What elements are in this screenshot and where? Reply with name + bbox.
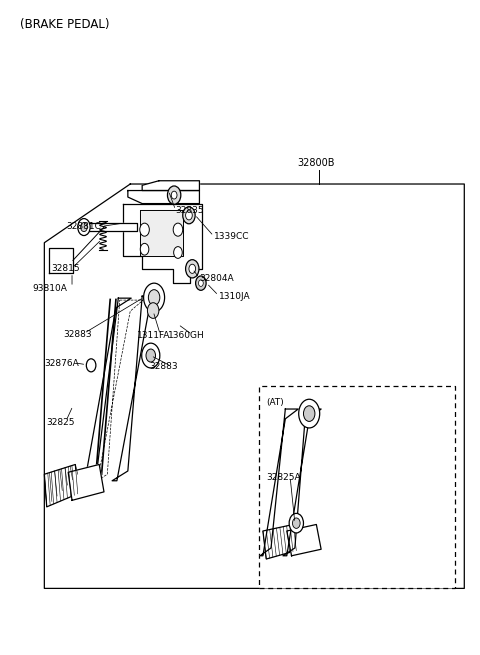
Polygon shape — [49, 248, 73, 272]
Polygon shape — [128, 191, 199, 204]
Circle shape — [78, 219, 90, 236]
Text: 32800B: 32800B — [297, 158, 335, 168]
Polygon shape — [287, 525, 321, 556]
Polygon shape — [142, 181, 199, 191]
Polygon shape — [44, 464, 78, 507]
Circle shape — [86, 359, 96, 372]
Text: 1360GH: 1360GH — [168, 331, 205, 340]
Circle shape — [146, 349, 156, 362]
Circle shape — [171, 191, 177, 199]
Polygon shape — [260, 409, 298, 556]
Text: 32881C: 32881C — [66, 222, 101, 231]
Circle shape — [147, 303, 159, 318]
Circle shape — [140, 244, 149, 255]
Circle shape — [142, 343, 160, 368]
Text: 32804A: 32804A — [199, 274, 234, 283]
Circle shape — [148, 290, 160, 305]
Circle shape — [299, 400, 320, 428]
Text: 32825A: 32825A — [266, 473, 301, 482]
Circle shape — [140, 223, 149, 236]
Circle shape — [183, 207, 195, 224]
Text: (BRAKE PEDAL): (BRAKE PEDAL) — [21, 18, 110, 31]
Text: 32815: 32815 — [51, 265, 80, 273]
Bar — [259, 386, 455, 588]
Polygon shape — [112, 296, 164, 481]
Circle shape — [196, 276, 206, 290]
Text: 1339CC: 1339CC — [214, 232, 249, 240]
Circle shape — [292, 518, 300, 529]
Circle shape — [189, 264, 196, 273]
Polygon shape — [80, 223, 137, 231]
Polygon shape — [140, 210, 183, 255]
Circle shape — [144, 283, 165, 312]
Circle shape — [81, 223, 87, 232]
Polygon shape — [263, 525, 296, 559]
Polygon shape — [123, 204, 202, 283]
Text: 32835: 32835 — [176, 206, 204, 215]
Polygon shape — [82, 298, 131, 481]
Circle shape — [199, 280, 203, 286]
Text: 32876A: 32876A — [44, 359, 79, 368]
Polygon shape — [68, 464, 104, 500]
Polygon shape — [283, 409, 321, 556]
Text: 32825: 32825 — [47, 418, 75, 426]
Circle shape — [174, 247, 182, 258]
Text: (AT): (AT) — [266, 398, 284, 407]
Text: 32883: 32883 — [149, 362, 178, 371]
Circle shape — [186, 211, 192, 220]
Text: 1311FA: 1311FA — [137, 331, 171, 340]
Circle shape — [186, 259, 199, 278]
Circle shape — [168, 186, 181, 204]
Text: 32883: 32883 — [63, 329, 92, 339]
Circle shape — [303, 405, 315, 421]
Circle shape — [289, 514, 303, 533]
Text: 93810A: 93810A — [33, 284, 67, 293]
Text: 1310JA: 1310JA — [218, 291, 250, 301]
Circle shape — [173, 223, 183, 236]
